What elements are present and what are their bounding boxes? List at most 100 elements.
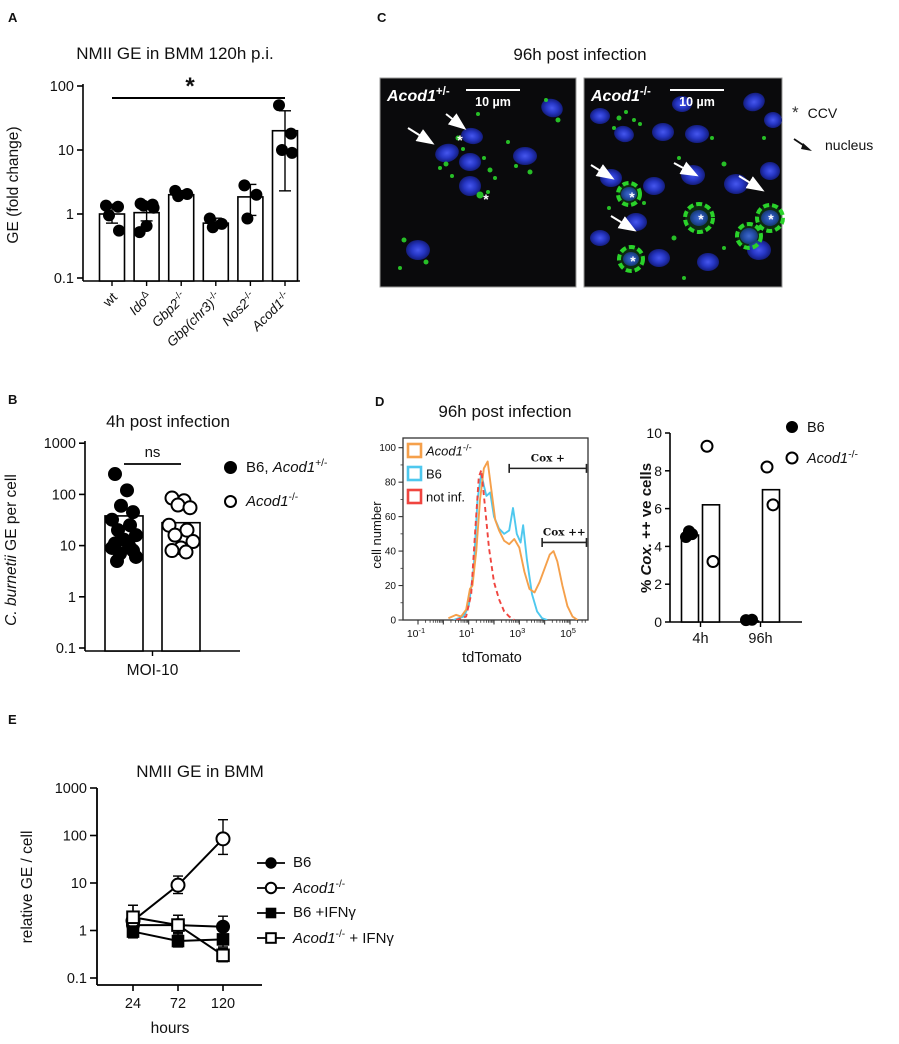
panel-b-label: B [8, 392, 18, 407]
panel-a-label: A [8, 10, 18, 25]
svg-text:10: 10 [646, 425, 662, 441]
svg-text:72: 72 [170, 996, 186, 1012]
svg-text:MOI-10: MOI-10 [127, 662, 179, 679]
svg-text:0.1: 0.1 [54, 271, 74, 287]
open-circle-icon [224, 494, 237, 508]
svg-text:8: 8 [654, 463, 662, 479]
svg-text:ns: ns [145, 444, 161, 461]
axes: 10-1 101 103 105 0 20 40 60 80 100 cell number tdTo… [369, 443, 586, 666]
image-label: Acod1-/- [590, 86, 651, 105]
legend-label: Acod1-/- [246, 492, 299, 510]
svg-text:wt: wt [99, 289, 120, 310]
svg-text:*: * [768, 211, 774, 227]
bars [680, 488, 781, 623]
x-axis-labels: MOI-10 [127, 651, 179, 679]
svg-text:GE (fold change): GE (fold change) [5, 126, 22, 243]
significance: * [112, 73, 285, 100]
svg-text:C. burnetii GE per cell: C. burnetii GE per cell [3, 474, 20, 626]
panel-d-title: 96h post infection [438, 402, 572, 421]
legend-label: B6 +IFNγ [293, 904, 356, 921]
svg-text:24: 24 [125, 996, 141, 1012]
panel-b-scatter-chart: 1000 100 10 1 0.1 C. burnetii GE per cell ns MO… [3, 436, 240, 679]
panel-c-legend: * CCV nucleus [792, 100, 873, 164]
svg-text:80: 80 [385, 478, 397, 489]
axes: 1000 100 10 1 0.1 24 72 120 relative GE / cell ho… [19, 781, 262, 1037]
svg-text:*: * [629, 189, 635, 205]
svg-text:105: 105 [560, 626, 576, 640]
y-axis: 100 10 1 0.1 GE (fold change) [5, 79, 300, 287]
ccv-asterisks: * * * * [629, 189, 774, 269]
svg-text:B6: B6 [807, 420, 825, 436]
bacteria-dots [398, 98, 561, 270]
ccv-rings [616, 181, 785, 273]
legend-item: Acod1-/- [256, 875, 394, 900]
legend-item: Acod1-/- + IFNγ [256, 925, 394, 950]
svg-text:*: * [185, 73, 195, 100]
svg-text:Acod1-/-: Acod1-/- [247, 289, 293, 335]
open-circle-icon [257, 881, 285, 894]
svg-text:1: 1 [66, 207, 74, 223]
svg-text:101: 101 [459, 626, 475, 640]
asterisk-icon: * [792, 103, 799, 122]
svg-text:% Cox. ++ ve cells: % Cox. ++ ve cells [638, 463, 655, 593]
panel-a-title: NMII GE in BMM 120h p.i. [76, 44, 274, 63]
svg-text:10: 10 [71, 876, 87, 892]
svg-text:hours: hours [151, 1020, 190, 1037]
svg-text:cell number: cell number [369, 501, 384, 569]
svg-text:Acod1-/-: Acod1-/- [806, 449, 859, 467]
svg-text:relative GE / cell: relative GE / cell [19, 831, 36, 944]
svg-text:Acod1-/-: Acod1-/- [425, 443, 472, 459]
legend-item-ccv: * CCV [792, 100, 873, 126]
legend: B6 Acod1-/- [785, 420, 859, 467]
nuclei [406, 98, 563, 260]
scale-bar: 10 µm [670, 89, 724, 109]
ccv-label: CCV [807, 105, 838, 121]
svg-text:100: 100 [379, 443, 396, 454]
gates: Cox + Cox ++ [508, 452, 588, 547]
svg-text:1: 1 [68, 590, 76, 606]
panel-e-label: E [8, 712, 17, 727]
svg-text:Acod1-/-: Acod1-/- [590, 86, 651, 105]
flow-histogram: 10-1 101 103 105 0 20 40 60 80 100 cell number tdTo… [369, 437, 589, 666]
filled-circle-icon [224, 460, 237, 474]
svg-text:1: 1 [79, 924, 87, 940]
svg-text:4: 4 [654, 538, 662, 554]
growth-curve-chart: 1000 100 10 1 0.1 24 72 120 relative GE / cell ho… [19, 781, 262, 1037]
panel-e-legend: B6 Acod1-/- B6 +IFNγ Acod1-/- + IFNγ [256, 850, 394, 950]
data-points [105, 467, 201, 569]
legend-item: B6 [256, 850, 394, 875]
svg-text:40: 40 [385, 547, 397, 558]
panel-b-legend: B6, Acod1+/- Acod1-/- [224, 450, 327, 518]
legend-item-nucleus: nucleus [792, 132, 873, 158]
data-points [680, 439, 780, 627]
cox-positive-bar-chart: 0 2 4 6 8 10 % Cox. ++ ve cells 4h 96h B6 Acod1-/- [638, 420, 859, 647]
svg-text:Acod1+/-: Acod1+/- [386, 86, 450, 105]
panel-e-title: NMII GE in BMM [136, 762, 264, 781]
panel-c-title: 96h post infection [513, 45, 647, 64]
svg-text:*: * [483, 191, 489, 207]
data-points [100, 99, 298, 239]
axes: 0 2 4 6 8 10 % Cox. ++ ve cells 4h 96h [638, 425, 802, 647]
legend-label: Acod1-/- [293, 878, 346, 897]
bars [98, 129, 299, 282]
svg-text:0: 0 [654, 614, 662, 630]
legend-label: B6, Acod1+/- [246, 458, 328, 476]
svg-text:10 µm: 10 µm [679, 95, 715, 109]
legend-label: B6 [293, 854, 312, 871]
svg-text:10-1: 10-1 [407, 626, 425, 640]
svg-text:Cox ++: Cox ++ [543, 526, 586, 538]
histogram-curves [448, 460, 579, 620]
plot-frame [402, 437, 589, 621]
legend-label: Acod1-/- + IFNγ [293, 928, 394, 947]
svg-text:IdoΔ: IdoΔ [125, 288, 155, 318]
svg-text:not inf.: not inf. [426, 490, 465, 505]
panel-a-bar-chart: 100 10 1 0.1 GE (fold change) wt IdoΔGbp2-/-Gb… [5, 73, 300, 350]
panel-b-title: 4h post infection [106, 412, 230, 431]
panel-d-label: D [375, 394, 385, 409]
microscopy-image-acod1-ko: * * * * Acod1-/- 10 µm [583, 77, 785, 288]
significance: ns [124, 444, 181, 465]
filled-square-icon [257, 907, 285, 918]
nucleus-arrows [407, 113, 467, 145]
nucleus-label: nucleus [825, 137, 874, 153]
